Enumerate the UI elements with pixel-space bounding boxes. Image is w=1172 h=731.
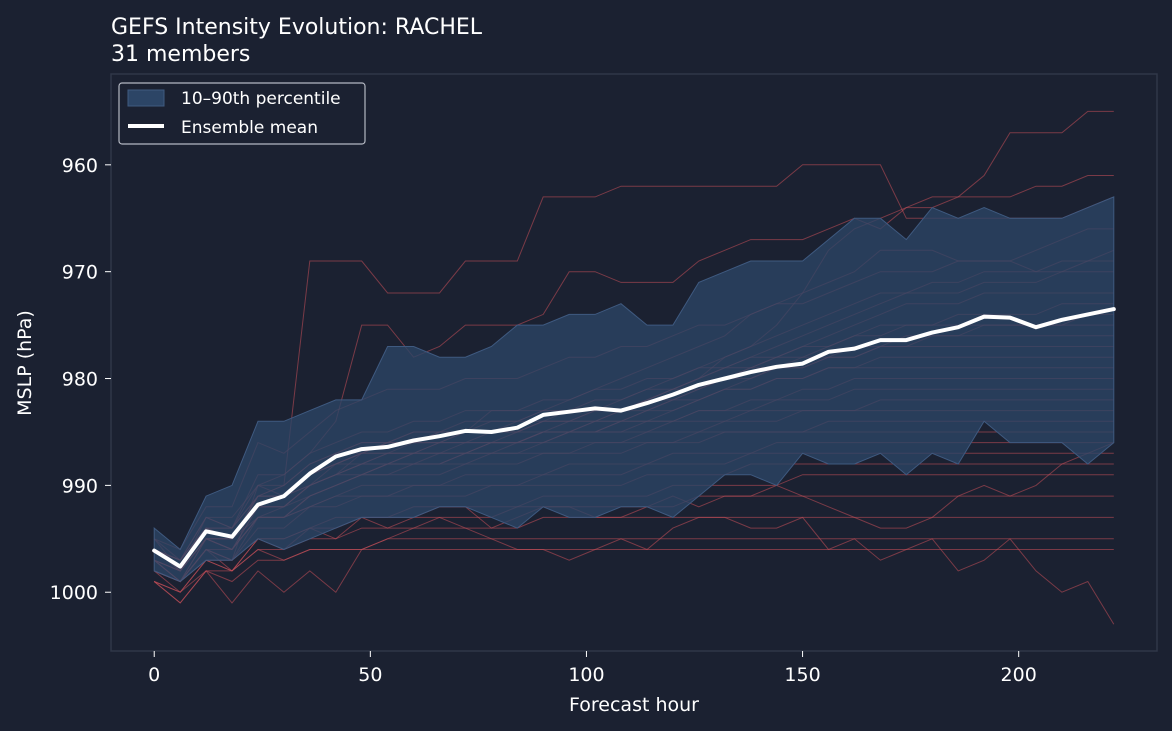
x-tick-label: 200 xyxy=(1001,664,1037,686)
x-axis: 0 50 100 150 200 xyxy=(148,651,1037,686)
y-tick-label: 960 xyxy=(62,155,98,177)
legend-band-swatch xyxy=(127,89,165,107)
member-line-30 xyxy=(153,516,1115,625)
ensemble-mean-line xyxy=(152,307,1116,569)
x-axis-label: Forecast hour xyxy=(569,694,699,716)
chart-subtitle: 31 members xyxy=(111,42,250,67)
y-tick-label: 970 xyxy=(62,262,98,284)
legend-band-label: 10–90th percentile xyxy=(181,89,341,109)
y-axis: 960 970 980 990 1000 xyxy=(50,155,111,604)
member-line-29 xyxy=(153,548,1114,593)
legend-box xyxy=(118,82,366,145)
x-tick-label: 50 xyxy=(358,664,382,686)
percentile-band xyxy=(153,196,1115,583)
y-axis-label: MSLP (hPa) xyxy=(14,310,36,416)
y-tick-label: 990 xyxy=(62,475,98,497)
legend: 10–90th percentile Ensemble mean xyxy=(118,82,366,145)
x-tick-label: 0 xyxy=(148,664,160,686)
x-tick-label: 150 xyxy=(784,664,820,686)
chart-title: GEFS Intensity Evolution: RACHEL xyxy=(111,15,483,40)
legend-mean-label: Ensemble mean xyxy=(181,118,318,138)
y-tick-label: 980 xyxy=(62,369,98,391)
member-line-27 xyxy=(154,516,1114,593)
y-tick-label: 1000 xyxy=(50,582,98,604)
plot-frame xyxy=(110,73,1158,652)
x-tick-label: 100 xyxy=(568,664,604,686)
